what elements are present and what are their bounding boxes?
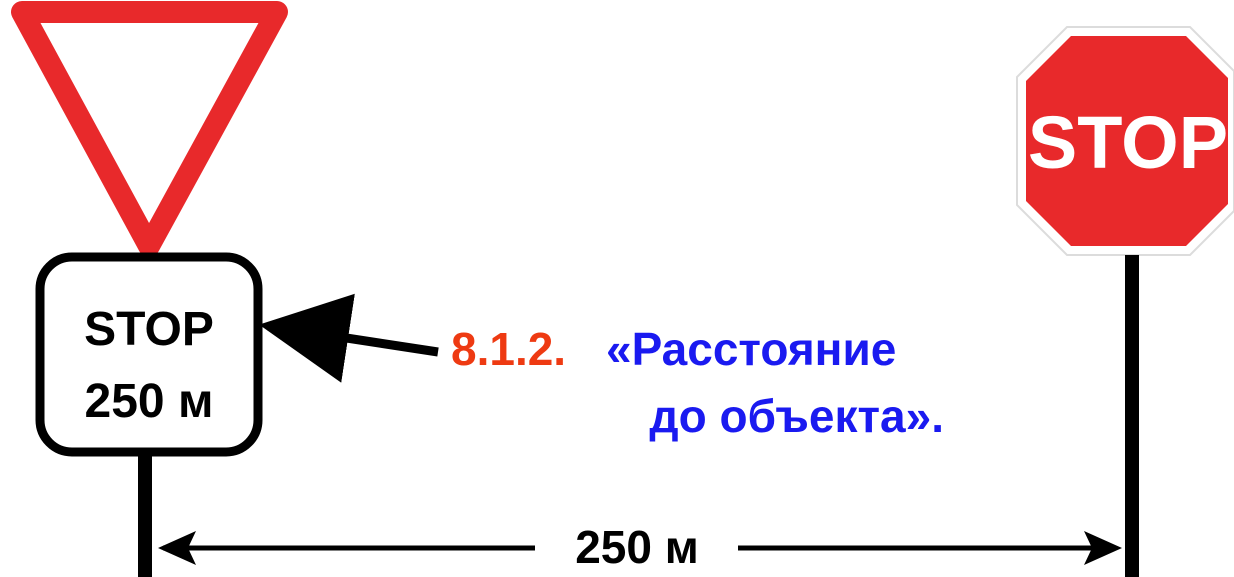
stop-sign: STOP [1016, 26, 1234, 256]
stop-sign-text: STOP [1028, 101, 1228, 184]
yield-sign [11, 1, 288, 257]
distance-dimension: 250 м [158, 521, 1122, 573]
caption-code: 8.1.2. [451, 323, 566, 375]
caption-line-2: до объекта». [649, 390, 944, 442]
dimension-arrowhead-right [1084, 531, 1122, 565]
caption-line-1: «Расстояние [606, 323, 896, 375]
distance-plate: STOP 250 м [35, 252, 263, 457]
right-pole [1125, 255, 1139, 577]
dimension-arrowhead-left [158, 531, 196, 565]
plate-line-1: STOP [84, 303, 214, 356]
caption: 8.1.2. «Расстояние до объекта». [451, 323, 944, 442]
left-pole [138, 448, 152, 577]
plate-line-2: 250 м [85, 375, 214, 428]
pointer-arrow [259, 293, 439, 383]
distance-label: 250 м [575, 521, 699, 573]
